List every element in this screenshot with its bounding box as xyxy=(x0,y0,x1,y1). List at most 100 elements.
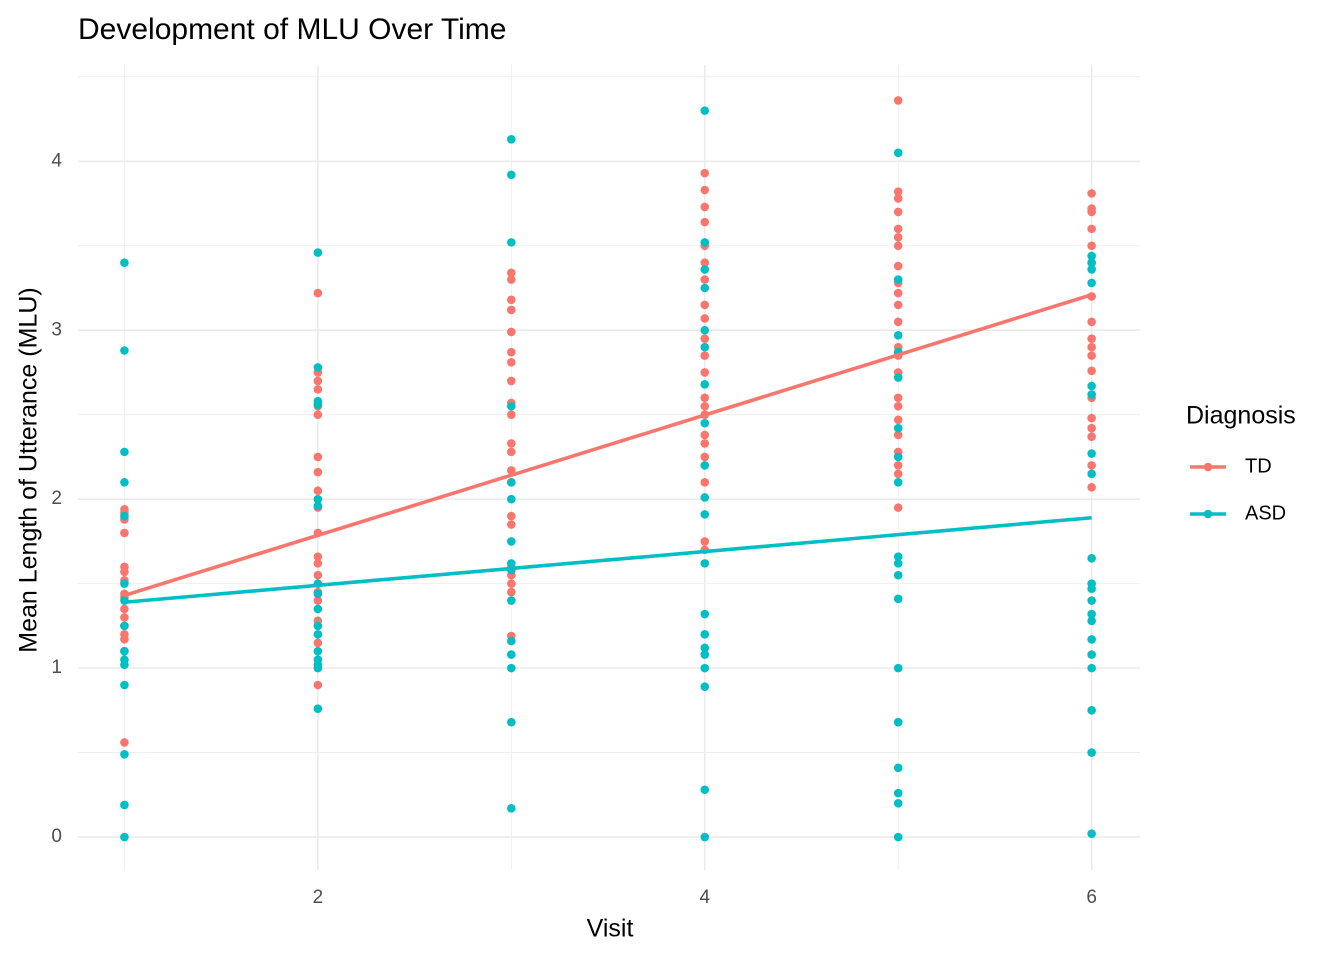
data-point xyxy=(507,477,516,487)
data-point xyxy=(507,587,516,597)
data-point xyxy=(120,604,129,614)
data-point xyxy=(507,295,516,305)
data-point xyxy=(893,393,903,403)
data-point xyxy=(313,596,323,605)
data-point xyxy=(313,570,323,580)
data-point xyxy=(700,418,710,428)
data-point xyxy=(507,466,516,475)
data-point xyxy=(700,682,710,691)
data-point xyxy=(313,376,323,386)
data-point xyxy=(313,385,323,394)
data-point xyxy=(700,559,710,568)
data-point xyxy=(1087,663,1096,673)
data-point xyxy=(313,400,323,409)
data-point xyxy=(893,559,903,568)
data-point xyxy=(1087,432,1096,441)
data-point xyxy=(700,609,710,619)
data-point xyxy=(507,275,516,284)
x-tick-label: 2 xyxy=(313,887,324,908)
legend-title: Diagnosis xyxy=(1186,402,1296,430)
data-point xyxy=(700,202,710,212)
y-axis-title: Mean Length of Utterance (MLU) xyxy=(15,287,43,652)
data-point xyxy=(507,170,516,180)
data-point xyxy=(700,832,710,842)
data-point xyxy=(313,410,323,420)
data-point xyxy=(700,430,710,440)
data-point xyxy=(1087,366,1096,376)
data-point xyxy=(507,447,516,457)
data-point xyxy=(893,288,903,298)
data-point xyxy=(893,763,903,773)
data-point xyxy=(700,493,710,502)
data-point xyxy=(700,168,710,178)
data-point xyxy=(1087,351,1096,360)
data-point xyxy=(1087,334,1096,343)
data-point xyxy=(700,314,710,323)
data-point xyxy=(507,520,516,529)
data-point xyxy=(700,461,710,470)
data-point xyxy=(893,96,903,105)
plot-area xyxy=(120,96,1096,842)
data-point xyxy=(120,832,129,842)
data-point xyxy=(893,461,903,470)
data-point xyxy=(120,567,129,577)
data-point xyxy=(120,511,129,521)
legend: TD ASD xyxy=(1190,455,1286,524)
data-point xyxy=(893,415,903,425)
y-tick-label: 3 xyxy=(51,319,62,340)
data-point xyxy=(120,258,129,267)
data-point xyxy=(700,275,710,284)
data-point xyxy=(1087,241,1096,251)
data-point xyxy=(1087,584,1096,594)
data-point xyxy=(313,501,323,511)
data-point xyxy=(893,798,903,808)
data-point xyxy=(507,537,516,546)
data-point xyxy=(507,494,516,504)
data-point xyxy=(1087,469,1096,479)
y-tick-label: 0 xyxy=(51,826,62,847)
data-point xyxy=(893,373,903,382)
data-point xyxy=(120,635,129,644)
data-point xyxy=(700,785,710,795)
data-point xyxy=(893,717,903,727)
legend-key-point xyxy=(1203,509,1213,519)
data-point xyxy=(893,477,903,487)
data-point xyxy=(700,401,710,411)
data-point xyxy=(700,477,710,487)
data-point xyxy=(313,704,323,713)
data-point xyxy=(893,788,903,798)
data-point xyxy=(1087,390,1096,399)
data-point xyxy=(120,621,129,631)
legend-label: TD xyxy=(1245,455,1272,477)
data-point xyxy=(1087,278,1096,288)
data-point xyxy=(507,358,516,367)
data-point xyxy=(893,594,903,604)
data-point xyxy=(507,717,516,727)
data-point xyxy=(893,187,903,197)
data-point xyxy=(507,636,516,646)
data-point xyxy=(893,207,903,217)
data-point xyxy=(507,410,516,420)
data-point xyxy=(700,334,710,343)
data-point xyxy=(700,439,710,448)
data-point xyxy=(700,663,710,673)
data-point xyxy=(507,804,516,813)
chart-title: Development of MLU Over Time xyxy=(78,13,506,46)
data-point xyxy=(893,503,903,512)
data-point xyxy=(1087,706,1096,715)
data-point xyxy=(1087,449,1096,458)
data-point xyxy=(700,185,710,195)
data-point xyxy=(700,265,710,274)
data-point xyxy=(1087,829,1096,838)
data-point xyxy=(700,630,710,639)
y-tick-label: 1 xyxy=(51,657,62,678)
data-point xyxy=(700,510,710,519)
data-point xyxy=(1087,609,1096,619)
data-point xyxy=(313,559,323,568)
data-point xyxy=(893,300,903,310)
data-point xyxy=(1087,461,1096,470)
data-point xyxy=(507,268,516,278)
data-point xyxy=(313,604,323,614)
data-point xyxy=(1087,554,1096,563)
data-point xyxy=(1087,342,1096,352)
